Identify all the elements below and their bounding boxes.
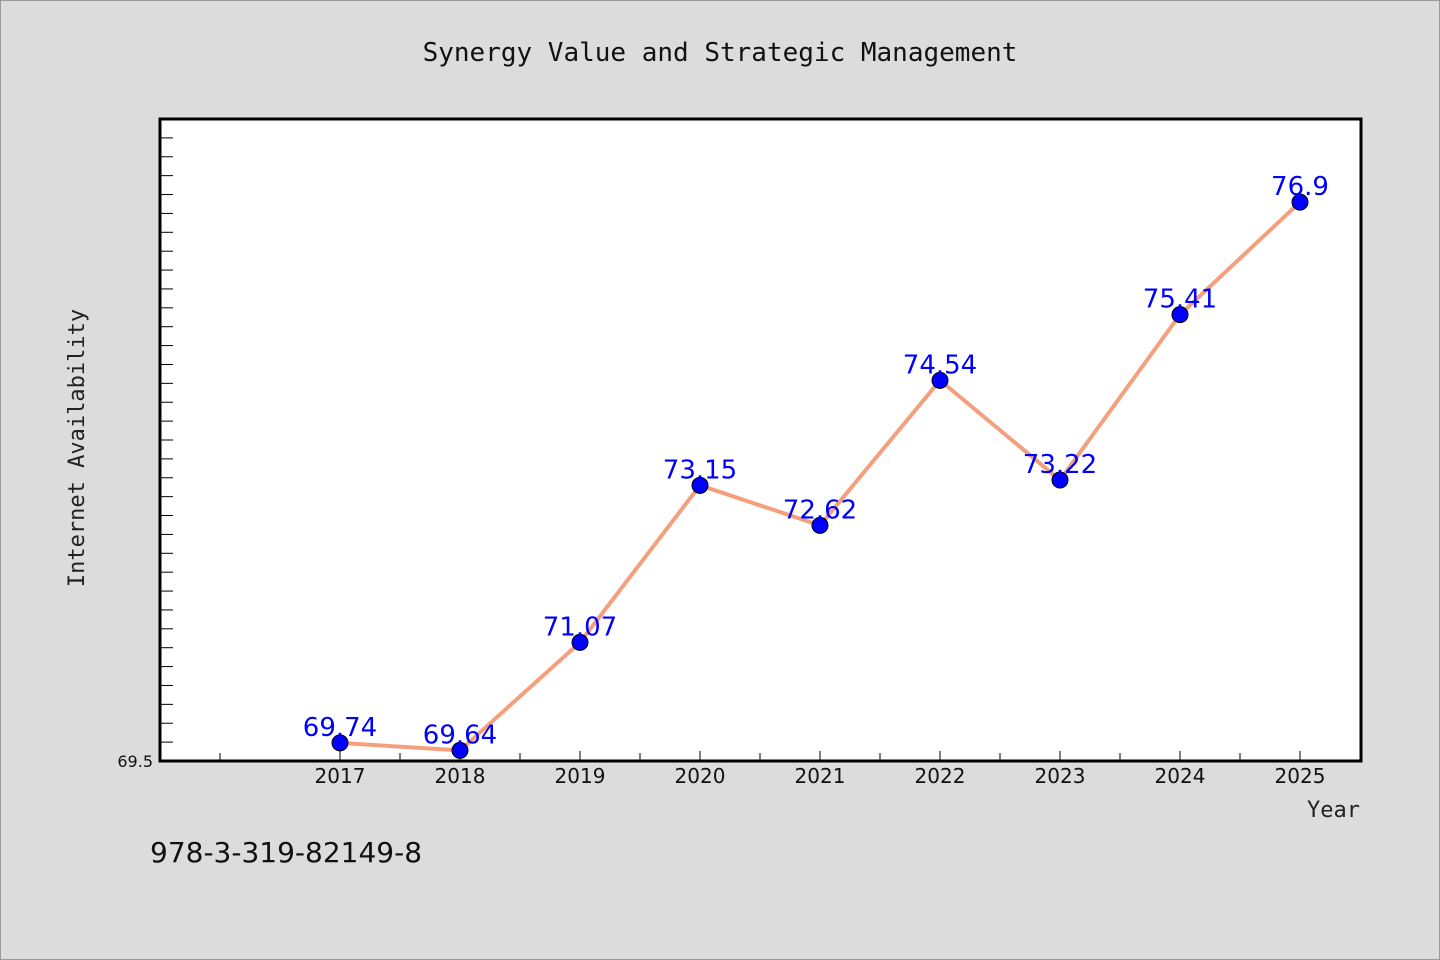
y-axis-tick-label: 69.5	[117, 752, 153, 771]
data-point	[811, 516, 829, 534]
data-label: 76.9	[1271, 172, 1329, 202]
y-axis-ticks	[160, 137, 173, 762]
data-point	[931, 371, 949, 389]
data-point	[331, 734, 349, 752]
marker-group	[331, 193, 1309, 759]
x-axis-tick-label: 2025	[1275, 764, 1326, 788]
data-label: 69.64	[423, 720, 497, 750]
data-label: 73.22	[1023, 450, 1097, 480]
data-point	[571, 633, 589, 651]
x-axis-ticks	[219, 751, 1301, 761]
x-axis-tick-label: 2023	[1035, 764, 1086, 788]
x-axis-tick-label: 2019	[555, 764, 606, 788]
x-axis-tick-label: 2022	[915, 764, 966, 788]
chart-title: Synergy Value and Strategic Management	[423, 38, 1018, 68]
data-label: 69.74	[303, 713, 377, 743]
data-point	[691, 476, 709, 494]
data-label: 75.41	[1143, 285, 1217, 315]
x-axis-tick-label: 2024	[1155, 764, 1206, 788]
x-axis-tick-label: 2021	[795, 764, 846, 788]
isbn-footer: 978-3-319-82149-8	[150, 836, 422, 869]
x-axis-label: Year	[1307, 798, 1360, 823]
data-point	[451, 741, 469, 759]
x-axis-tick-label: 2020	[675, 764, 726, 788]
x-axis-tick-label: 2018	[435, 764, 486, 788]
data-label: 73.15	[663, 455, 737, 485]
data-point	[1171, 306, 1189, 324]
data-label: 72.62	[783, 495, 857, 525]
x-axis-tick-label: 2017	[315, 764, 366, 788]
x-axis-tick-labels: 2017 2018 2019 2020 2021 2022 2023 2024 2025	[315, 764, 1326, 788]
plot-area	[158, 117, 1363, 763]
y-axis-tick-labels: 69.5	[117, 752, 153, 771]
data-point	[1051, 471, 1069, 489]
y-axis-label: Internet Availability	[65, 309, 90, 587]
data-label-group: 69.74 69.64 71.07 73.15 72.62 74.54 73.22 75.41…	[303, 172, 1329, 750]
data-label: 71.07	[543, 612, 617, 642]
data-point	[1291, 193, 1309, 211]
data-label: 74.54	[903, 350, 977, 380]
